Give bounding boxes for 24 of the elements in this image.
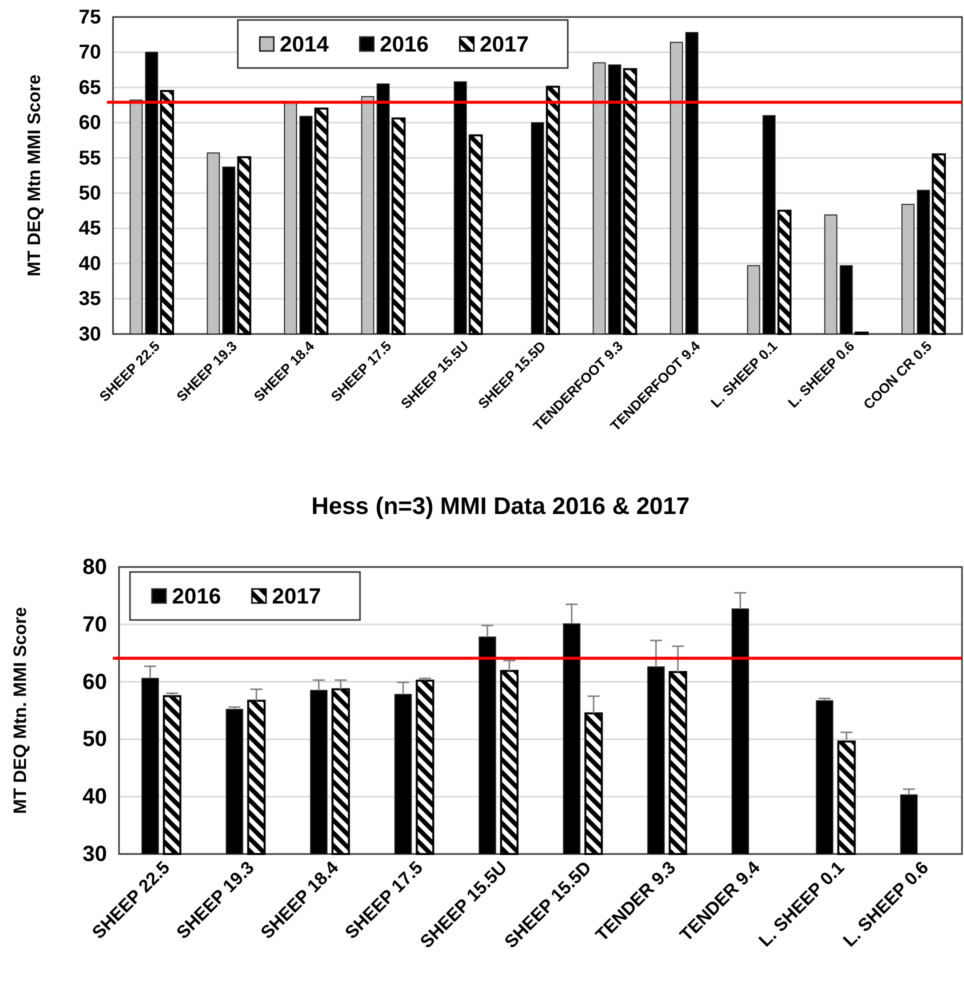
y-tick-label: 70	[78, 42, 101, 64]
legend-label: 2016	[380, 32, 429, 57]
legend-label: 2014	[280, 32, 330, 57]
y-tick-label: 35	[78, 288, 101, 310]
y-tick-label: 50	[78, 182, 101, 205]
y-tick-label: 50	[82, 726, 107, 752]
y-tick-label: 80	[82, 554, 107, 580]
y-tick-label: 60	[82, 668, 107, 694]
y-axis-title: MT DEQ Mtn MMI Score	[24, 74, 44, 276]
y-tick-label: 60	[78, 112, 101, 134]
y-tick-label: 30	[78, 323, 101, 346]
y-tick-label: 45	[78, 218, 101, 240]
y-tick-label: 75	[78, 6, 101, 28]
y-tick-label: 55	[78, 147, 101, 170]
y-tick-label: 65	[78, 76, 101, 99]
y-tick-label: 40	[78, 252, 101, 275]
y-tick-label: 70	[82, 611, 107, 636]
chart-title: Hess (n=3) MMI Data 2016 & 2017	[311, 493, 690, 520]
legend-label: 2016	[172, 584, 221, 609]
y-tick-label: 30	[82, 841, 107, 866]
legend-label: 2017	[480, 32, 529, 57]
y-tick-label: 40	[82, 784, 107, 809]
legend-label: 2017	[272, 584, 321, 609]
y-axis-title: MT DEQ Mtn. MMI Score	[10, 607, 30, 814]
